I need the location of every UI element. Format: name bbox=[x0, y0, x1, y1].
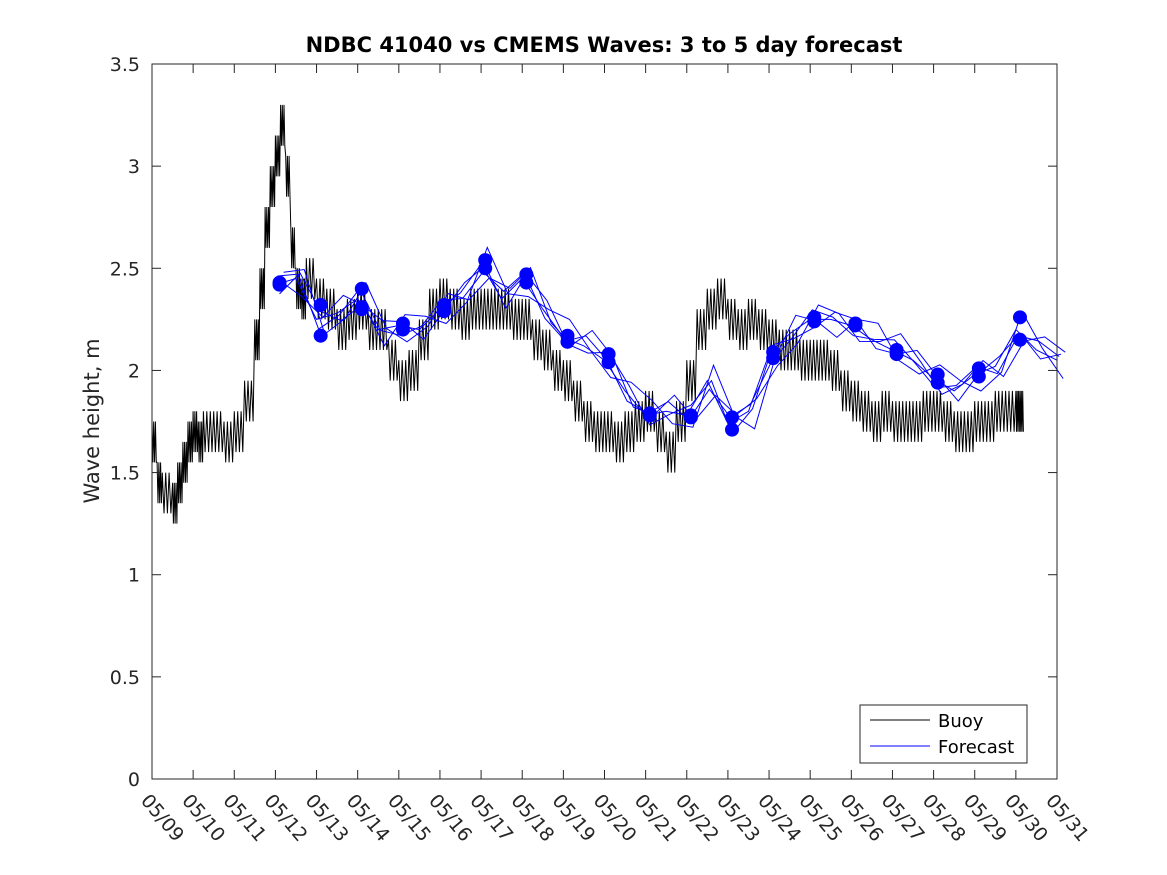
forecast-marker bbox=[889, 347, 904, 362]
legend-label-forecast: Forecast bbox=[938, 737, 1014, 758]
y-tick-label: 0 bbox=[128, 769, 140, 791]
forecast-marker bbox=[601, 355, 616, 370]
x-tick-label: 05/30 bbox=[1000, 790, 1052, 846]
forecast-marker bbox=[354, 300, 369, 315]
forecast-marker bbox=[354, 281, 369, 296]
forecast-marker bbox=[395, 322, 410, 337]
legend: Buoy Forecast bbox=[859, 704, 1028, 764]
y-tick-label: 3 bbox=[128, 156, 140, 178]
y-tick-label: 1 bbox=[128, 565, 140, 587]
forecast-marker bbox=[1012, 332, 1027, 347]
x-tick-label: 05/24 bbox=[753, 790, 805, 846]
x-tick-label: 05/17 bbox=[465, 790, 517, 846]
axes bbox=[151, 63, 1058, 780]
x-tick-label: 05/31 bbox=[1041, 790, 1093, 846]
forecast-marker bbox=[1012, 310, 1027, 325]
x-tick-label: 05/15 bbox=[383, 790, 435, 846]
forecast-marker bbox=[313, 328, 328, 343]
forecast-series-line bbox=[281, 246, 1064, 430]
y-axis-title: Wave height, m bbox=[80, 338, 104, 503]
y-tick-label: 1.5 bbox=[110, 463, 140, 485]
x-tick-label: 05/09 bbox=[136, 790, 188, 846]
x-tick-label: 05/13 bbox=[301, 790, 353, 846]
x-tick-label: 05/16 bbox=[424, 790, 476, 846]
legend-label-buoy: Buoy bbox=[938, 711, 984, 732]
y-tick-label: 2.5 bbox=[110, 258, 140, 280]
plot-area bbox=[151, 104, 1066, 524]
chart-title: NDBC 41040 vs CMEMS Waves: 3 to 5 day fo… bbox=[306, 33, 903, 57]
x-tick-label: 05/11 bbox=[218, 790, 270, 846]
x-tick-label: 05/18 bbox=[506, 790, 558, 846]
x-tick-label: 05/20 bbox=[589, 790, 641, 846]
forecast-marker bbox=[478, 261, 493, 276]
x-tick-label: 05/29 bbox=[959, 790, 1011, 846]
forecast-marker bbox=[437, 304, 452, 319]
x-tick-label: 05/10 bbox=[177, 790, 229, 846]
forecast-marker bbox=[519, 275, 534, 290]
forecast-marker bbox=[766, 351, 781, 366]
legend-box bbox=[859, 704, 1028, 764]
forecast-marker bbox=[848, 318, 863, 333]
forecast-marker bbox=[683, 410, 698, 425]
y-tick-label: 3.5 bbox=[110, 54, 140, 76]
x-tick-label: 05/26 bbox=[835, 790, 887, 846]
x-tick-label: 05/12 bbox=[260, 790, 312, 846]
forecast-marker bbox=[725, 410, 740, 425]
x-tick-label: 05/14 bbox=[342, 790, 394, 846]
x-tick-label: 05/28 bbox=[918, 790, 970, 846]
x-tick-label: 05/21 bbox=[630, 790, 682, 846]
y-tick-label: 0.5 bbox=[110, 667, 140, 689]
x-tick-label: 05/22 bbox=[671, 790, 723, 846]
forecast-marker bbox=[272, 275, 287, 290]
x-tick-label: 05/25 bbox=[794, 790, 846, 846]
forecast-marker bbox=[930, 375, 945, 390]
forecast-marker bbox=[313, 298, 328, 313]
forecast-marker bbox=[807, 314, 822, 329]
y-tick-label: 2 bbox=[128, 360, 140, 382]
forecast-marker bbox=[560, 334, 575, 349]
buoy-series-line bbox=[151, 104, 1024, 524]
forecast-marker bbox=[971, 369, 986, 384]
x-tick-label: 05/19 bbox=[548, 790, 600, 846]
forecast-marker bbox=[642, 408, 657, 423]
x-tick-label: 05/23 bbox=[712, 790, 764, 846]
forecast-marker bbox=[725, 422, 740, 437]
forecast-series-line bbox=[279, 264, 1062, 435]
x-tick-label: 05/27 bbox=[877, 790, 929, 846]
